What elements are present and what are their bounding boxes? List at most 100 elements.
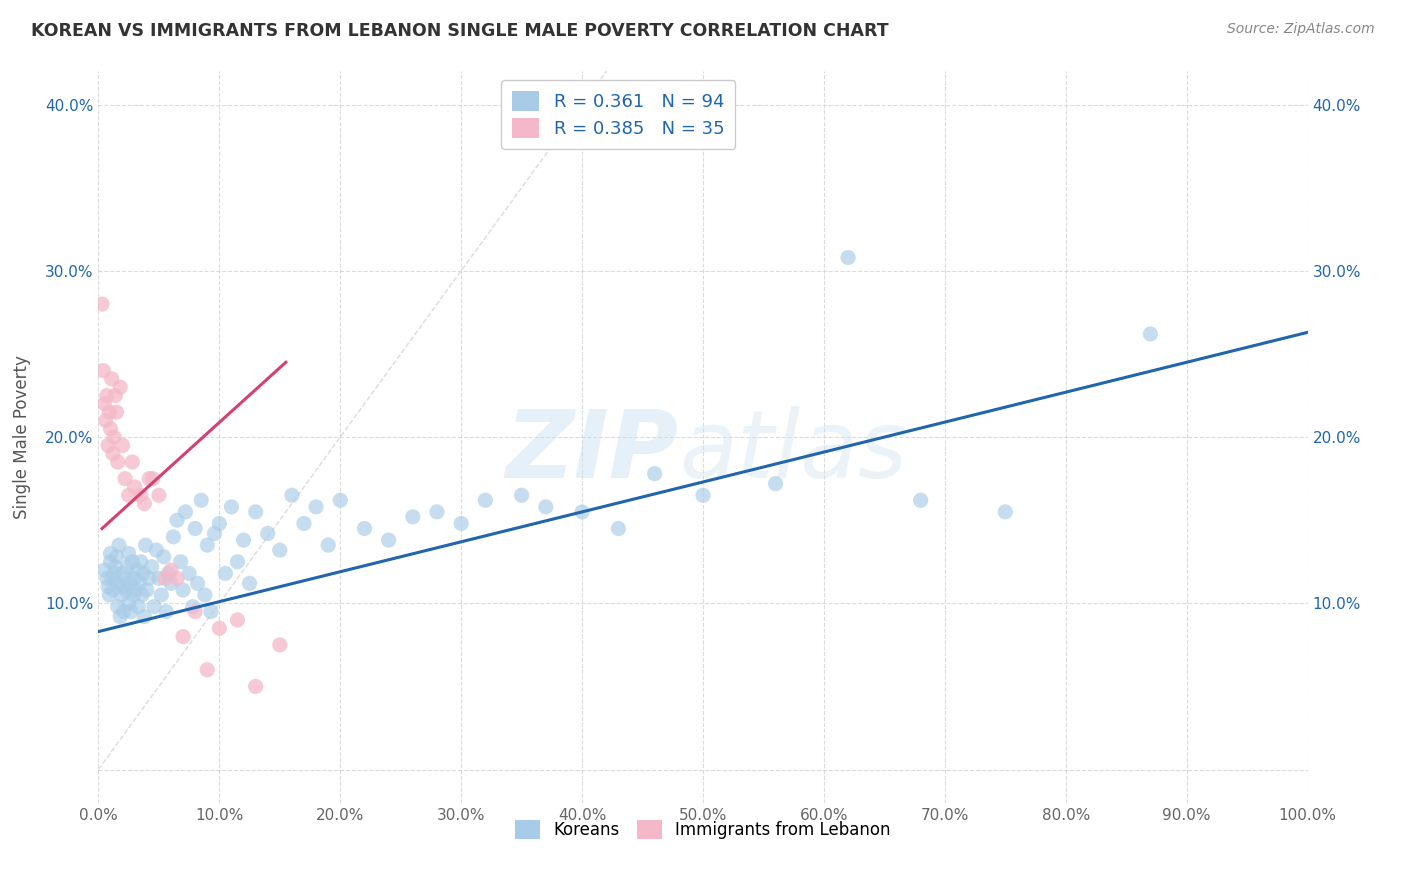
- Point: [114, 571, 136, 585]
- Point: [134, 609, 156, 624]
- Point: [131, 588, 153, 602]
- Point: [534, 500, 557, 514]
- Point: [765, 476, 787, 491]
- Point: [138, 472, 160, 486]
- Point: [837, 251, 859, 265]
- Point: [450, 516, 472, 531]
- Y-axis label: Single Male Poverty: Single Male Poverty: [13, 355, 31, 519]
- Point: [1139, 326, 1161, 341]
- Point: [305, 500, 328, 514]
- Point: [91, 363, 114, 377]
- Point: [194, 588, 217, 602]
- Point: [120, 605, 142, 619]
- Point: [142, 472, 165, 486]
- Point: [281, 488, 304, 502]
- Point: [121, 455, 143, 469]
- Point: [162, 530, 184, 544]
- Point: [104, 388, 127, 402]
- Point: [96, 388, 118, 402]
- Point: [239, 576, 262, 591]
- Point: [124, 582, 146, 597]
- Point: [195, 538, 218, 552]
- Point: [118, 488, 141, 502]
- Point: [172, 630, 194, 644]
- Point: [181, 599, 204, 614]
- Point: [214, 566, 236, 581]
- Point: [174, 505, 197, 519]
- Point: [94, 413, 117, 427]
- Point: [221, 500, 243, 514]
- Point: [118, 576, 141, 591]
- Point: [571, 505, 593, 519]
- Point: [101, 582, 124, 597]
- Point: [111, 438, 134, 452]
- Point: [226, 613, 249, 627]
- Point: [111, 580, 134, 594]
- Point: [97, 438, 120, 452]
- Point: [107, 599, 129, 614]
- Point: [226, 555, 249, 569]
- Point: [245, 505, 267, 519]
- Point: [105, 576, 128, 591]
- Point: [134, 497, 156, 511]
- Point: [127, 563, 149, 577]
- Point: [114, 472, 136, 486]
- Point: [510, 488, 533, 502]
- Point: [402, 509, 425, 524]
- Point: [98, 588, 121, 602]
- Point: [128, 576, 150, 591]
- Point: [269, 638, 291, 652]
- Point: [232, 533, 254, 548]
- Point: [245, 680, 267, 694]
- Point: [103, 566, 125, 581]
- Point: [179, 566, 201, 581]
- Point: [100, 546, 122, 560]
- Point: [426, 505, 449, 519]
- Point: [100, 555, 122, 569]
- Point: [129, 555, 152, 569]
- Point: [117, 559, 139, 574]
- Point: [204, 526, 226, 541]
- Point: [124, 480, 146, 494]
- Point: [150, 588, 173, 602]
- Point: [166, 513, 188, 527]
- Point: [160, 563, 183, 577]
- Point: [187, 576, 209, 591]
- Point: [138, 571, 160, 585]
- Text: KOREAN VS IMMIGRANTS FROM LEBANON SINGLE MALE POVERTY CORRELATION CHART: KOREAN VS IMMIGRANTS FROM LEBANON SINGLE…: [31, 22, 889, 40]
- Point: [115, 582, 138, 597]
- Point: [100, 372, 122, 386]
- Point: [256, 526, 278, 541]
- Point: [316, 538, 339, 552]
- Point: [118, 596, 141, 610]
- Point: [91, 297, 114, 311]
- Point: [127, 599, 149, 614]
- Point: [122, 588, 145, 602]
- Point: [108, 380, 131, 394]
- Point: [108, 609, 131, 624]
- Point: [200, 605, 222, 619]
- Point: [184, 605, 207, 619]
- Point: [143, 599, 166, 614]
- Point: [607, 521, 630, 535]
- Point: [121, 555, 143, 569]
- Point: [100, 422, 122, 436]
- Point: [135, 582, 157, 597]
- Point: [93, 563, 115, 577]
- Point: [96, 571, 118, 585]
- Point: [172, 582, 194, 597]
- Point: [353, 521, 375, 535]
- Legend: Koreans, Immigrants from Lebanon: Koreans, Immigrants from Lebanon: [509, 814, 897, 846]
- Point: [100, 571, 122, 585]
- Point: [105, 405, 128, 419]
- Point: [103, 430, 125, 444]
- Point: [97, 580, 120, 594]
- Point: [148, 488, 170, 502]
- Point: [93, 397, 115, 411]
- Point: [111, 566, 134, 581]
- Point: [190, 493, 212, 508]
- Point: [269, 543, 291, 558]
- Point: [105, 549, 128, 564]
- Point: [101, 447, 124, 461]
- Point: [208, 621, 231, 635]
